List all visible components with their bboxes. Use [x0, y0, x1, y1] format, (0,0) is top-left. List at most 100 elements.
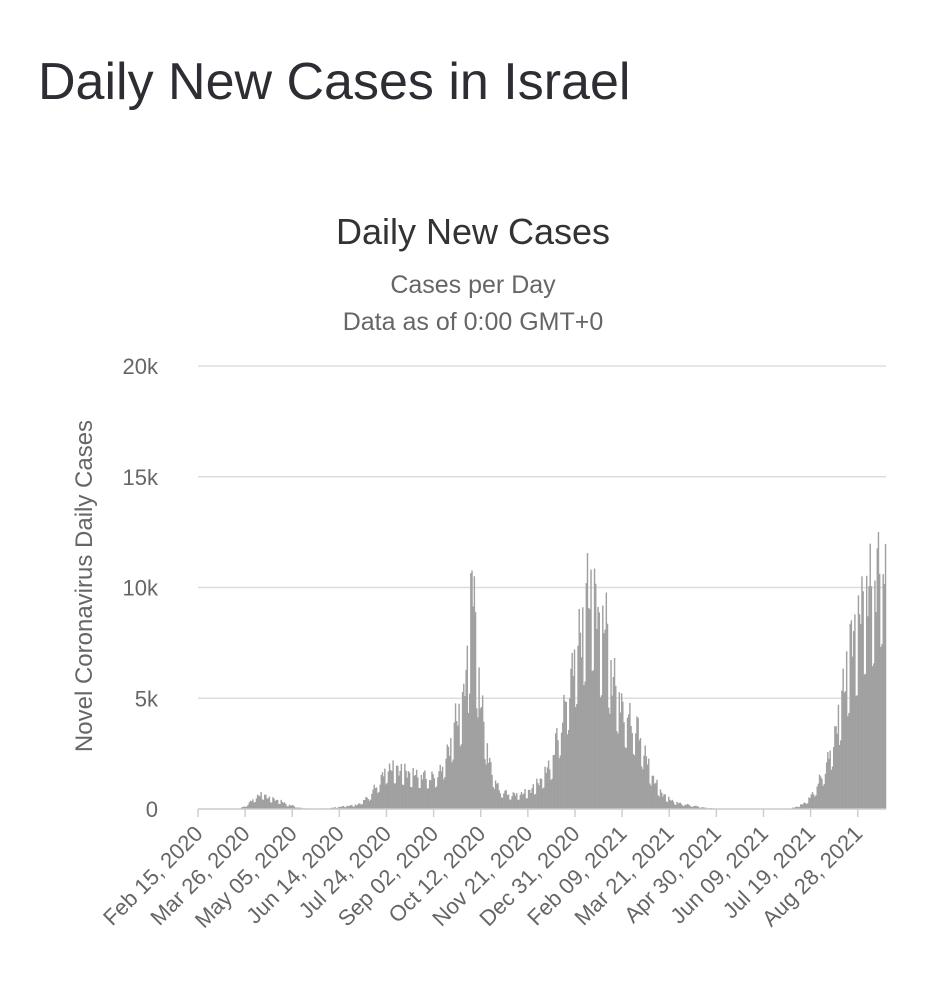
bar-day-376 — [640, 766, 643, 809]
bar-day-403 — [672, 801, 675, 809]
bar-day-70 — [280, 799, 282, 809]
bar-day-540 — [834, 726, 836, 809]
bar-day-269 — [514, 795, 517, 809]
bar-day-334 — [591, 671, 593, 809]
bar-day-371 — [635, 733, 637, 809]
bar-day-364 — [626, 717, 629, 809]
bar-day-223 — [460, 744, 463, 809]
bar-day-293 — [543, 787, 545, 809]
bar-day-244 — [485, 764, 487, 809]
bar-day-567 — [865, 575, 868, 809]
bar-day-167 — [394, 783, 397, 809]
bar-day-175 — [404, 763, 406, 809]
bar-day-59 — [267, 798, 269, 809]
bar-day-404 — [673, 804, 676, 809]
bar-day-355 — [616, 731, 618, 809]
bar-day-207 — [441, 766, 444, 809]
bar-day-40 — [245, 806, 247, 809]
bar-day-162 — [388, 763, 391, 809]
bar-day-318 — [572, 675, 575, 809]
bar-day-428 — [702, 807, 704, 809]
bar-day-133 — [354, 804, 357, 809]
bar-day-574 — [874, 580, 876, 809]
bar-day-359 — [620, 693, 623, 809]
bar-day-212 — [447, 746, 450, 809]
page-title: Daily New Cases in Israel — [38, 53, 631, 111]
bar-day-580 — [881, 644, 883, 809]
bar-day-202 — [435, 786, 438, 809]
bar-day-225 — [463, 683, 465, 809]
bar-day-237 — [477, 717, 479, 809]
bar-day-508 — [796, 806, 798, 809]
bar-day-71 — [281, 801, 284, 809]
bar-day-240 — [480, 706, 483, 809]
bar-day-128 — [348, 806, 351, 809]
bar-day-119 — [338, 806, 340, 809]
bar-day-147 — [371, 793, 373, 809]
bar-day-126 — [346, 805, 348, 809]
bar-day-542 — [836, 733, 838, 809]
bar-day-377 — [642, 769, 644, 809]
bar-day-199 — [432, 774, 434, 809]
bar-day-201 — [434, 787, 437, 809]
bar-day-211 — [446, 744, 449, 809]
bar-day-252 — [494, 780, 497, 809]
bar-day-249 — [491, 774, 493, 809]
bar-day-178 — [407, 771, 410, 809]
bar-day-230 — [468, 693, 471, 809]
bar-day-581 — [882, 574, 884, 809]
bar-day-238 — [478, 667, 480, 809]
bar-day-120 — [339, 806, 341, 809]
bar-day-138 — [360, 804, 363, 809]
bar-day-62 — [271, 802, 273, 809]
bar-day-582 — [883, 583, 886, 809]
bar-day-192 — [424, 770, 426, 809]
bar-day-345 — [604, 629, 606, 809]
bar-day-60 — [268, 796, 271, 809]
bar-day-262 — [506, 794, 509, 809]
bar-day-121 — [340, 806, 342, 809]
bar-day-229 — [467, 712, 470, 809]
bar-day-255 — [498, 790, 500, 809]
bar-day-69 — [279, 803, 281, 809]
bar-day-416 — [688, 804, 690, 809]
bar-day-409 — [679, 802, 682, 809]
bar-day-326 — [582, 607, 584, 809]
bar-day-321 — [576, 704, 578, 809]
bar-day-522 — [812, 794, 815, 809]
bar-day-332 — [589, 609, 591, 809]
bar-day-195 — [427, 788, 430, 809]
bar-day-523 — [814, 796, 816, 809]
bar-day-413 — [684, 804, 686, 809]
bar-day-365 — [628, 714, 630, 809]
bar-day-417 — [689, 805, 691, 809]
bar-day-423 — [696, 806, 698, 809]
bar-day-144 — [367, 799, 370, 809]
bar-day-247 — [488, 757, 491, 809]
bar-day-68 — [278, 803, 280, 809]
bar-day-309 — [562, 722, 564, 809]
bar-day-537 — [830, 769, 833, 809]
bar-day-529 — [821, 778, 823, 809]
bar-day-140 — [362, 800, 365, 809]
bar-day-396 — [664, 794, 666, 809]
bar-day-176 — [405, 770, 407, 809]
bar-day-285 — [533, 794, 536, 809]
bar-day-357 — [618, 692, 621, 809]
bar-day-563 — [861, 576, 863, 809]
bar-day-54 — [261, 799, 264, 809]
bar-day-530 — [822, 785, 824, 809]
bar-day-577 — [877, 532, 880, 809]
bar-day-275 — [521, 794, 524, 809]
bar-day-136 — [358, 803, 360, 809]
bar-day-392 — [659, 789, 662, 809]
bar-day-45 — [251, 801, 253, 809]
bar-day-350 — [610, 660, 612, 809]
bar-day-49 — [255, 798, 258, 809]
bar-day-76 — [287, 806, 289, 809]
bar-day-281 — [529, 789, 531, 809]
bar-day-221 — [458, 703, 460, 809]
bar-day-231 — [470, 573, 472, 809]
bar-day-331 — [587, 607, 590, 809]
bar-day-559 — [856, 695, 858, 809]
